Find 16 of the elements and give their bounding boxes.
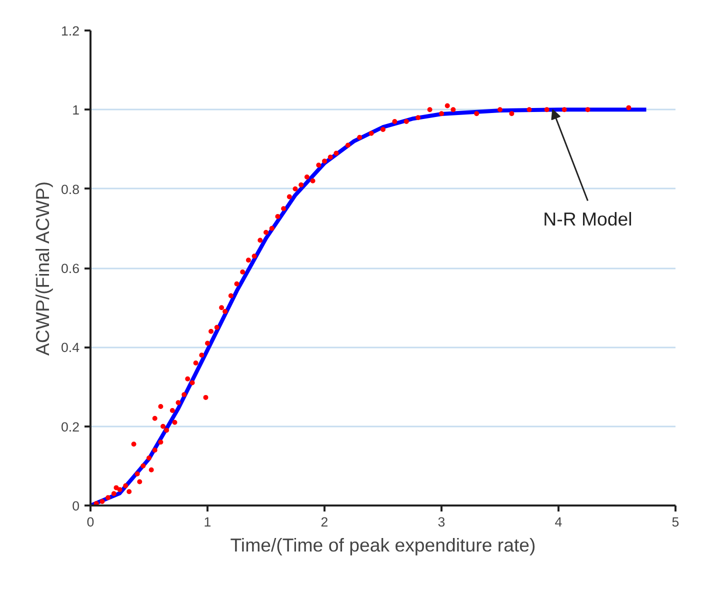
x-tick-label: 5	[672, 514, 680, 530]
x-axis-title: Time/(Time of peak expenditure rate)	[230, 534, 536, 556]
annotation: N-R Model	[543, 208, 632, 230]
y-axis-title: ACWP/(Final ACWP)	[32, 181, 53, 356]
y-tick-label: 0.4	[60, 340, 80, 356]
y-tick-label: 1.2	[60, 24, 80, 38]
x-tick-label: 4	[554, 514, 563, 530]
y-tick-label: 1	[72, 102, 80, 118]
y-tick-label: 0.2	[60, 419, 80, 434]
y-tick-label: 0.6	[60, 261, 80, 276]
y-tick-label: 0.8	[60, 182, 80, 197]
x-tick-label: 2	[320, 514, 328, 530]
x-tick-label: 0	[86, 514, 94, 530]
x-tick-label: 3	[438, 514, 446, 530]
y-tick-label: 0	[72, 498, 80, 514]
x-tick-label: 1	[204, 514, 212, 530]
